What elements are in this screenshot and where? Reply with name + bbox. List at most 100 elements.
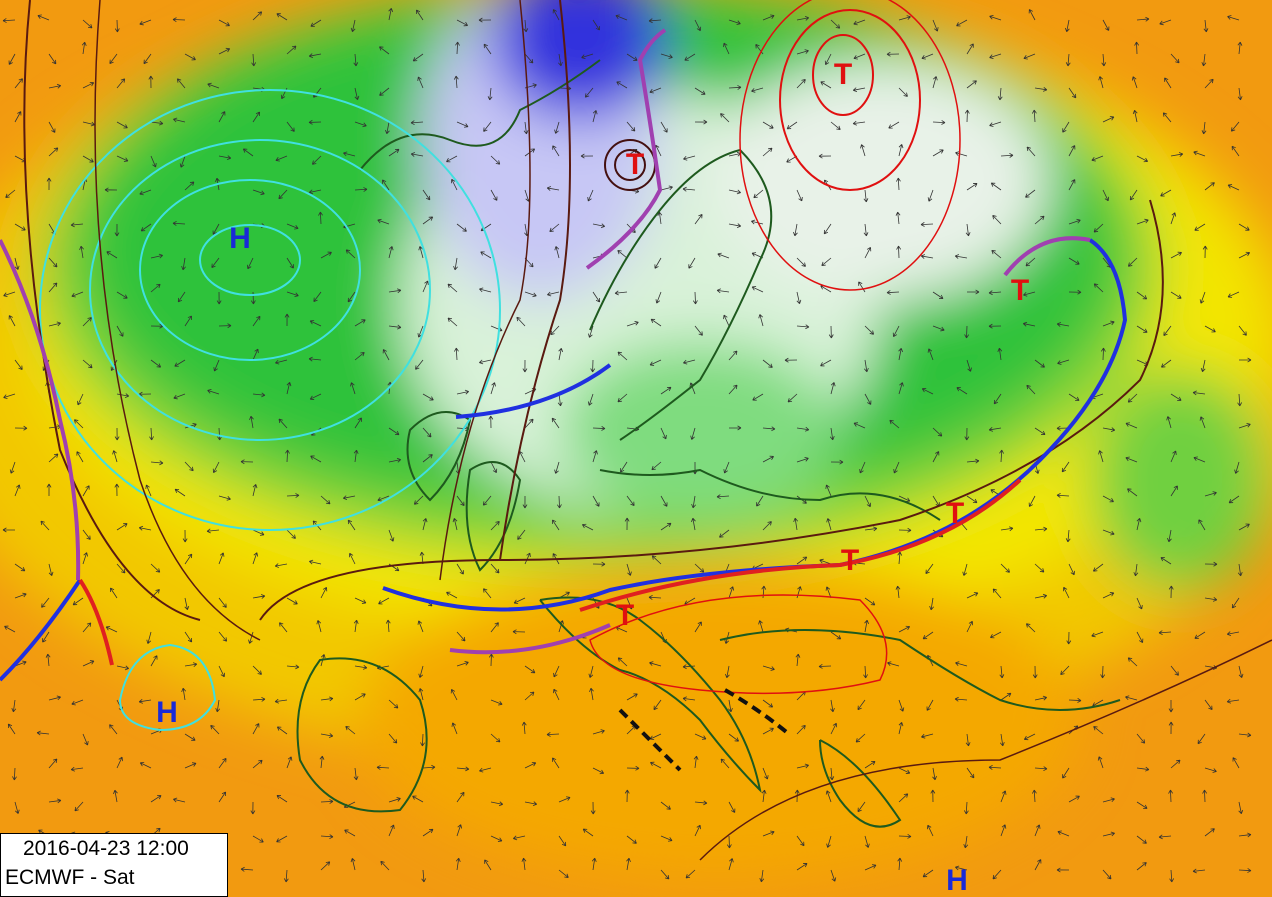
wind-arrow bbox=[309, 393, 322, 400]
wind-arrow bbox=[1066, 631, 1072, 645]
wind-arrow bbox=[354, 187, 368, 192]
wind-arrow bbox=[1093, 563, 1104, 572]
wind-arrow bbox=[207, 82, 220, 89]
wind-arrow bbox=[512, 629, 526, 635]
wind-arrow bbox=[796, 189, 803, 202]
wind-arrow bbox=[388, 733, 398, 744]
wind-arrow bbox=[761, 789, 767, 803]
wind-arrow bbox=[1127, 657, 1138, 667]
wind-arrow bbox=[887, 661, 900, 667]
wind-arrow bbox=[966, 43, 974, 55]
wind-arrow bbox=[1136, 325, 1148, 333]
wind-arrow bbox=[388, 797, 401, 803]
wind-arrow bbox=[116, 155, 129, 162]
wind-arrow bbox=[218, 495, 231, 501]
wind-arrow bbox=[581, 523, 594, 531]
wind-arrow bbox=[897, 857, 903, 871]
wind-arrow bbox=[181, 257, 186, 271]
wind-arrow bbox=[558, 835, 567, 847]
wind-arrow bbox=[522, 359, 528, 373]
wind-arrow bbox=[1136, 597, 1143, 610]
wind-arrow bbox=[547, 291, 560, 297]
wind-arrow bbox=[762, 426, 776, 432]
wind-arrow bbox=[274, 698, 288, 704]
wind-arrow bbox=[720, 113, 730, 123]
wind-arrow bbox=[213, 359, 220, 372]
wind-arrow bbox=[48, 83, 62, 89]
wind-arrow bbox=[41, 597, 50, 608]
wind-arrow bbox=[964, 427, 970, 441]
wind-arrow bbox=[584, 87, 594, 98]
wind-arrow bbox=[276, 13, 288, 21]
wind-arrow bbox=[1170, 291, 1182, 299]
wind-arrow bbox=[422, 828, 434, 837]
wind-arrow bbox=[590, 359, 596, 373]
wind-arrow bbox=[184, 553, 193, 565]
wind-arrow bbox=[456, 495, 465, 507]
wind-arrow bbox=[694, 824, 701, 837]
wind-arrow bbox=[354, 351, 365, 361]
wind-arrow bbox=[626, 121, 636, 132]
wind-arrow bbox=[252, 111, 261, 123]
wind-arrow bbox=[796, 78, 806, 89]
wind-arrow bbox=[456, 121, 469, 128]
wind-arrow bbox=[1034, 526, 1048, 532]
wind-arrow bbox=[1228, 495, 1240, 504]
wind-arrow bbox=[932, 427, 943, 437]
wind-arrow bbox=[694, 563, 705, 573]
wind-arrow bbox=[1164, 77, 1172, 89]
wind-arrow bbox=[490, 563, 500, 574]
wind-arrow bbox=[218, 597, 227, 608]
wind-arrow bbox=[898, 699, 905, 712]
wind-arrow bbox=[320, 834, 334, 840]
wind-arrow bbox=[252, 552, 259, 565]
wind-arrow bbox=[927, 189, 934, 202]
wind-arrow bbox=[145, 484, 152, 497]
wind-arrow bbox=[829, 767, 835, 781]
wind-arrow bbox=[14, 111, 22, 123]
wind-arrow bbox=[490, 835, 503, 842]
wind-arrow bbox=[82, 155, 94, 163]
wind-arrow bbox=[889, 419, 900, 429]
wind-arrow bbox=[521, 721, 527, 735]
wind-arrow bbox=[932, 19, 939, 32]
wind-arrow bbox=[830, 631, 842, 640]
wind-arrow bbox=[71, 291, 84, 298]
wind-arrow bbox=[650, 761, 662, 769]
wind-arrow bbox=[1194, 223, 1206, 231]
wind-arrow bbox=[1136, 862, 1147, 871]
wind-arrow bbox=[138, 698, 152, 704]
wind-arrow bbox=[717, 252, 730, 259]
wind-arrow bbox=[852, 87, 866, 93]
wind-arrow bbox=[796, 324, 810, 330]
wind-arrow bbox=[895, 211, 901, 225]
wind-arrow bbox=[1204, 561, 1218, 567]
wind-arrow bbox=[416, 9, 424, 21]
wind-arrow bbox=[490, 461, 498, 474]
wind-arrow bbox=[648, 18, 662, 24]
wind-arrow bbox=[490, 622, 499, 633]
wind-arrow bbox=[723, 314, 730, 327]
wind-arrow bbox=[1193, 150, 1206, 157]
wind-arrow bbox=[1238, 868, 1252, 873]
pressure-center-label: T bbox=[616, 599, 634, 632]
wind-arrow bbox=[82, 19, 93, 29]
wind-arrow bbox=[796, 257, 806, 267]
wind-arrow bbox=[796, 863, 808, 871]
wind-arrow bbox=[1093, 223, 1104, 233]
wind-arrow bbox=[616, 81, 628, 89]
wind-arrow bbox=[1167, 529, 1172, 543]
wind-arrow bbox=[825, 484, 832, 497]
wind-arrow bbox=[1197, 733, 1206, 745]
wind-arrow bbox=[1032, 789, 1037, 803]
wind-arrow bbox=[660, 53, 673, 59]
wind-arrow bbox=[592, 291, 601, 303]
wind-arrow bbox=[479, 359, 492, 365]
wind-arrow bbox=[116, 78, 126, 89]
wind-arrow bbox=[691, 517, 696, 531]
wind-arrow bbox=[694, 621, 702, 633]
wind-arrow bbox=[966, 359, 972, 372]
pressure-center-label: H bbox=[946, 864, 968, 897]
wind-arrow bbox=[1136, 801, 1148, 809]
wind-arrow bbox=[694, 800, 708, 806]
